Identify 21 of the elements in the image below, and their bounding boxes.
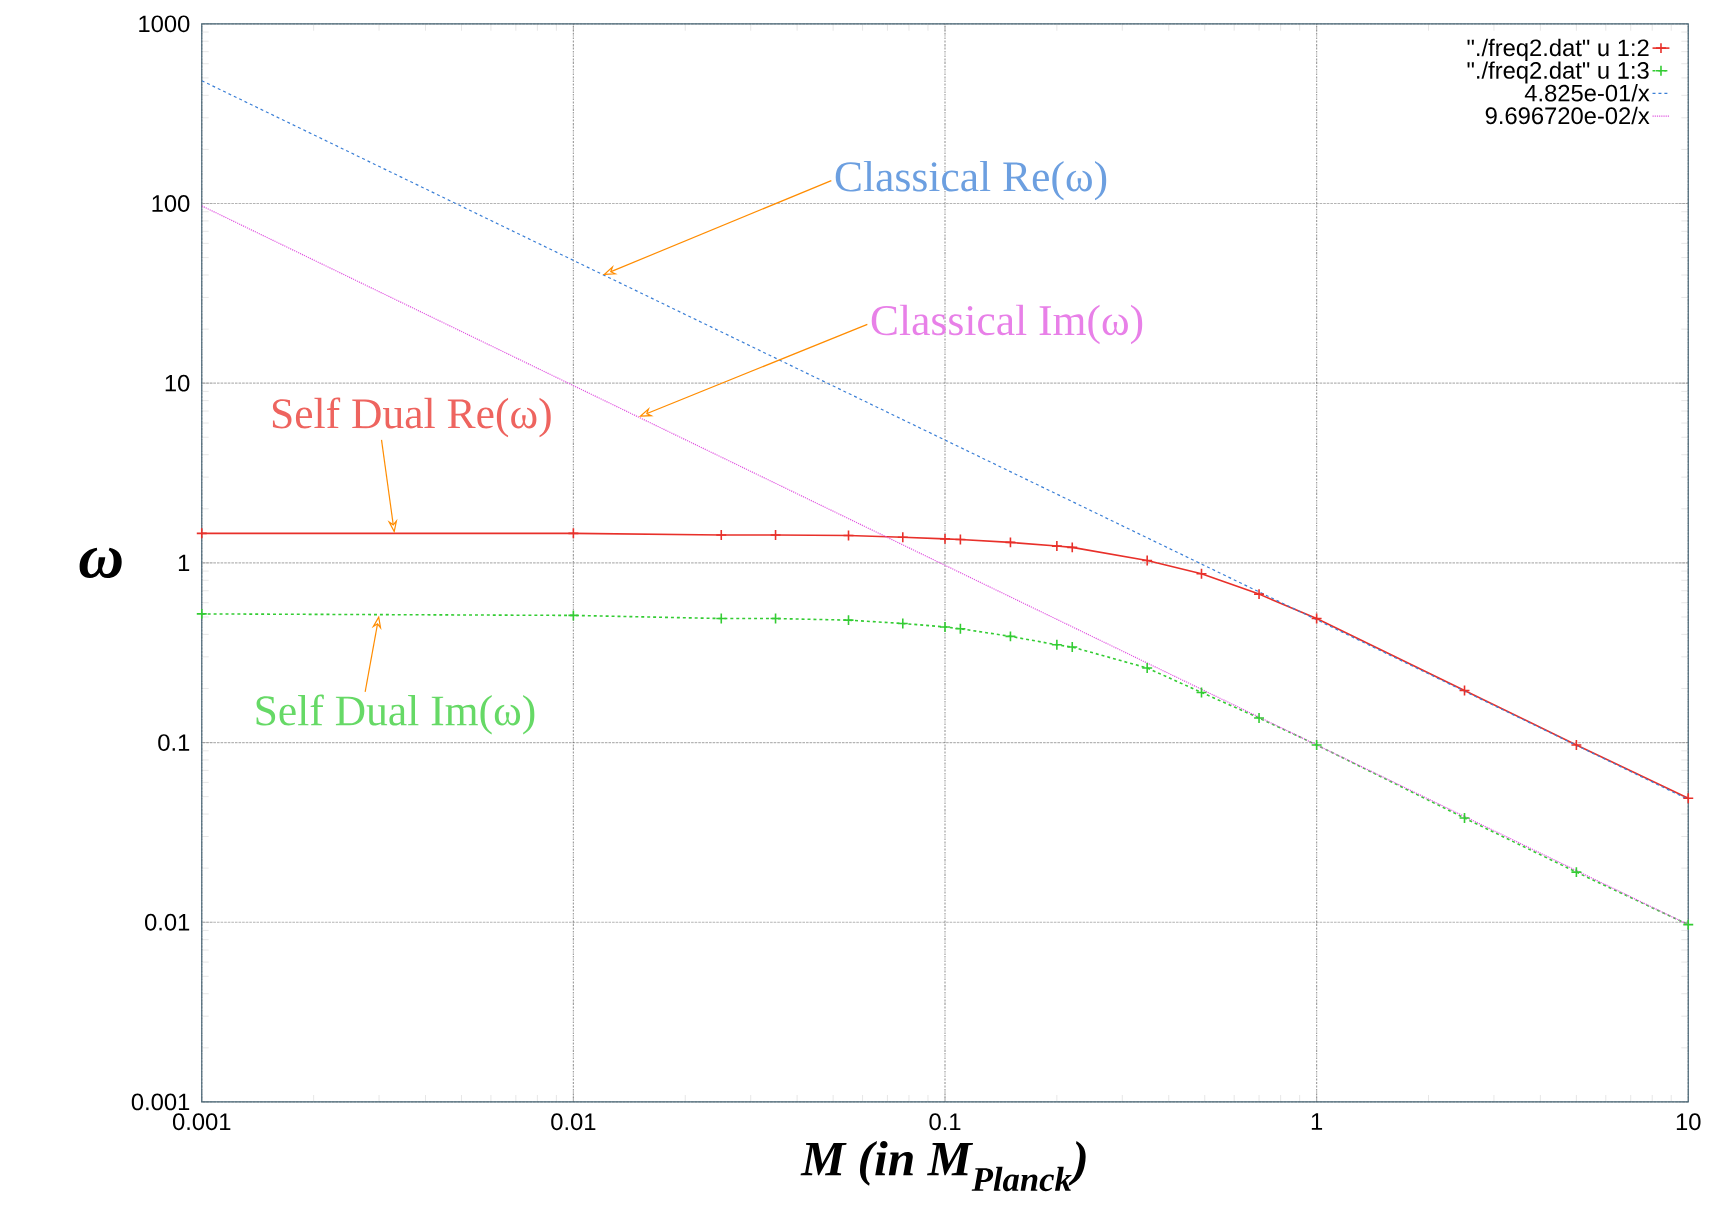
legend-label: 9.696720e-02/x	[1485, 106, 1650, 125]
annotation: Classical Im(ω)	[871, 304, 1143, 345]
legend-label: 4.825e-01/x	[1524, 84, 1650, 102]
annotation: Self Dual Im(ω)	[256, 694, 535, 735]
y-tick-label: 10	[165, 374, 190, 392]
annotation: Self Dual Re(ω)	[272, 397, 551, 438]
legend-label: "./freq2.dat" u 1:2	[1467, 38, 1649, 61]
y-tick-label: 100	[152, 195, 190, 212]
x-tick-label: 0.01	[551, 1113, 596, 1131]
y-tick-label: 0.01	[145, 913, 190, 931]
y-tick-label: 0.001	[131, 1093, 190, 1111]
x-axis-title: M (in M$_{Planck}$)	[800, 1140, 1086, 1192]
x-tick-label: 1	[1311, 1113, 1323, 1130]
y-axis-title: ω	[79, 547, 122, 578]
legend-label: "./freq2.dat" u 1:3	[1467, 61, 1649, 84]
y-tick-label: 1	[178, 554, 190, 571]
y-tick-label: 0.1	[158, 734, 190, 751]
x-tick-label: 0.1	[929, 1113, 961, 1131]
x-tick-label: 10	[1676, 1113, 1701, 1131]
y-tick-label: 1000	[139, 15, 190, 33]
annotation: Classical Re(ω)	[835, 160, 1107, 201]
